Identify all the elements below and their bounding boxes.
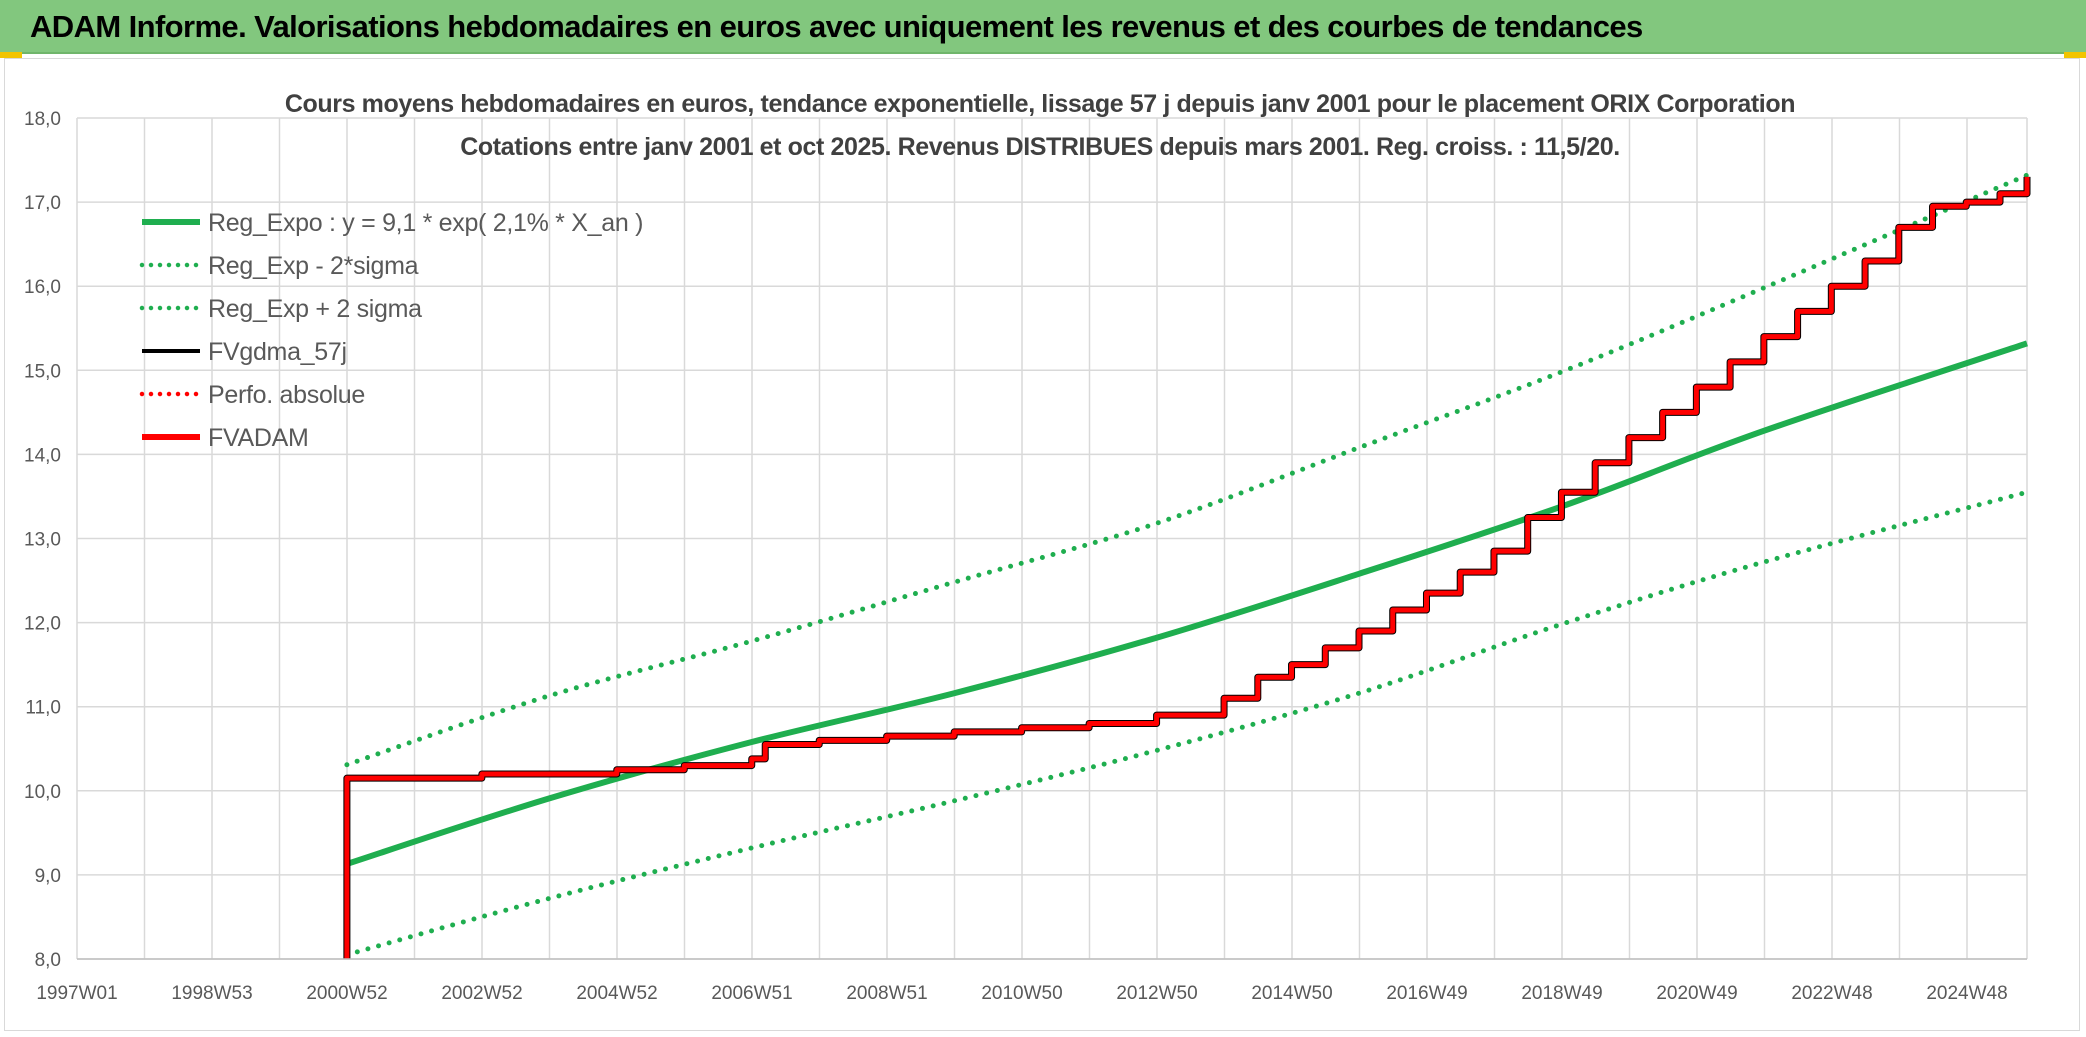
chart-axes: 8,0 9,0 10,0 11,0 12,0 13,0 14,0 15,0 16,0 17,0 18… — [24, 109, 2027, 1004]
chart-legend: Reg_Expo : y = 9,1 * exp( 2,1% * X_an ) R… — [139, 209, 643, 452]
x-tick-label: 2016W49 — [1386, 983, 1467, 1004]
chart-title: Cours moyens hebdomadaires en euros, ten… — [285, 90, 1795, 118]
x-tick-label: 2020W49 — [1656, 983, 1737, 1004]
x-tick-label: 2000W52 — [306, 983, 387, 1004]
chart-subtitle: Cotations entre janv 2001 et oct 2025. R… — [460, 133, 1620, 161]
y-tick-label: 13,0 — [24, 530, 61, 551]
y-tick-label: 17,0 — [24, 193, 61, 214]
page-title: ADAM Informe. Valorisations hebdomadaire… — [30, 9, 1643, 44]
corner-mark-left — [0, 52, 22, 58]
x-tick-label: 2006W51 — [711, 983, 792, 1004]
corner-mark-right — [2064, 52, 2086, 58]
legend-label: FVgdma_57j — [208, 338, 347, 366]
y-tick-label: 12,0 — [24, 614, 61, 635]
legend-label: Reg_Expo : y = 9,1 * exp( 2,1% * X_an ) — [208, 209, 643, 237]
y-tick-label: 8,0 — [35, 950, 61, 971]
x-tick-label: 2024W48 — [1926, 983, 2007, 1004]
y-tick-label: 11,0 — [25, 698, 61, 719]
x-tick-label: 2022W48 — [1791, 983, 1872, 1004]
y-tick-label: 10,0 — [24, 782, 61, 803]
x-tick-label: 2008W51 — [846, 983, 927, 1004]
y-tick-label: 18,0 — [24, 109, 61, 130]
x-tick-label: 2004W52 — [576, 983, 657, 1004]
x-tick-label: 2014W50 — [1251, 983, 1332, 1004]
series-reg-exp-2-sigma — [344, 489, 2030, 958]
series-fvgdma-57j — [343, 176, 2031, 959]
y-tick-label: 14,0 — [24, 445, 61, 466]
legend-label: Reg_Exp - 2*sigma — [208, 252, 419, 280]
x-tick-label: 1997W01 — [36, 983, 117, 1004]
x-tick-label: 2010W50 — [981, 983, 1062, 1004]
y-tick-label: 15,0 — [24, 361, 61, 382]
chart-series — [343, 172, 2031, 959]
y-tick-label: 16,0 — [24, 277, 61, 298]
series-reg-expo-y-9-1-exp-2-1-x-an — [345, 340, 2028, 867]
series-reg-exp-2-sigma — [344, 172, 2030, 768]
header-bar: ADAM Informe. Valorisations hebdomadaire… — [0, 0, 2086, 54]
legend-label: FVADAM — [208, 424, 309, 452]
legend-label: Reg_Exp + 2 sigma — [208, 295, 422, 323]
x-tick-label: 1998W53 — [171, 983, 252, 1004]
series-fvadam — [344, 176, 2030, 959]
legend-label: Perfo. absolue — [208, 381, 365, 409]
x-tick-label: 2018W49 — [1521, 983, 1602, 1004]
x-tick-label: 2002W52 — [441, 983, 522, 1004]
chart-frame — [4, 58, 2080, 1031]
chart-grid — [76, 117, 2028, 960]
x-tick-label: 2012W50 — [1116, 983, 1197, 1004]
y-tick-label: 9,0 — [35, 866, 61, 887]
